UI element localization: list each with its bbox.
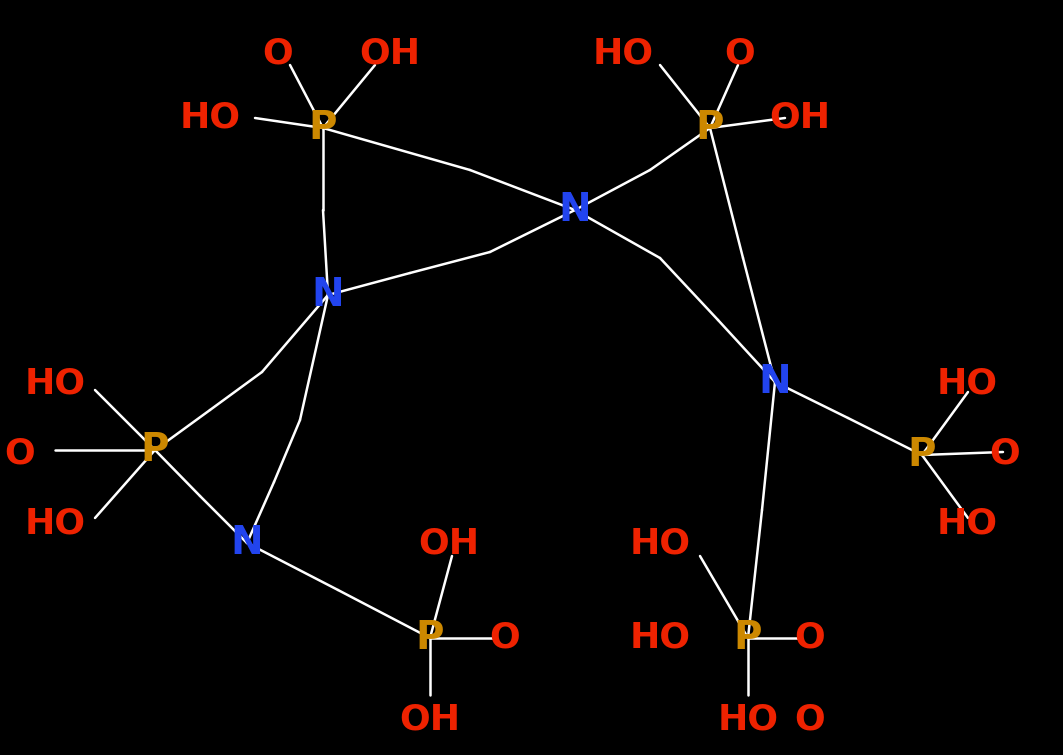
Text: N: N: [759, 363, 791, 401]
Text: OH: OH: [400, 703, 460, 737]
Text: P: P: [308, 109, 337, 147]
Text: N: N: [559, 191, 591, 229]
Text: O: O: [263, 36, 293, 70]
Text: P: P: [696, 109, 724, 147]
Text: HO: HO: [937, 366, 997, 400]
Text: HO: HO: [937, 506, 997, 540]
Text: HO: HO: [24, 506, 85, 540]
Text: N: N: [311, 276, 344, 314]
Text: P: P: [733, 619, 762, 657]
Text: O: O: [795, 703, 825, 737]
Text: O: O: [725, 36, 756, 70]
Text: P: P: [416, 619, 444, 657]
Text: N: N: [231, 524, 264, 562]
Text: P: P: [908, 436, 937, 474]
Text: OH: OH: [770, 101, 830, 135]
Text: O: O: [4, 436, 35, 470]
Text: O: O: [490, 621, 521, 655]
Text: HO: HO: [180, 101, 240, 135]
Text: HO: HO: [592, 36, 654, 70]
Text: HO: HO: [629, 526, 691, 560]
Text: HO: HO: [629, 621, 691, 655]
Text: O: O: [795, 621, 825, 655]
Text: O: O: [990, 436, 1020, 470]
Text: P: P: [140, 431, 169, 469]
Text: OH: OH: [359, 36, 421, 70]
Text: HO: HO: [718, 703, 778, 737]
Text: HO: HO: [24, 366, 85, 400]
Text: OH: OH: [419, 526, 479, 560]
